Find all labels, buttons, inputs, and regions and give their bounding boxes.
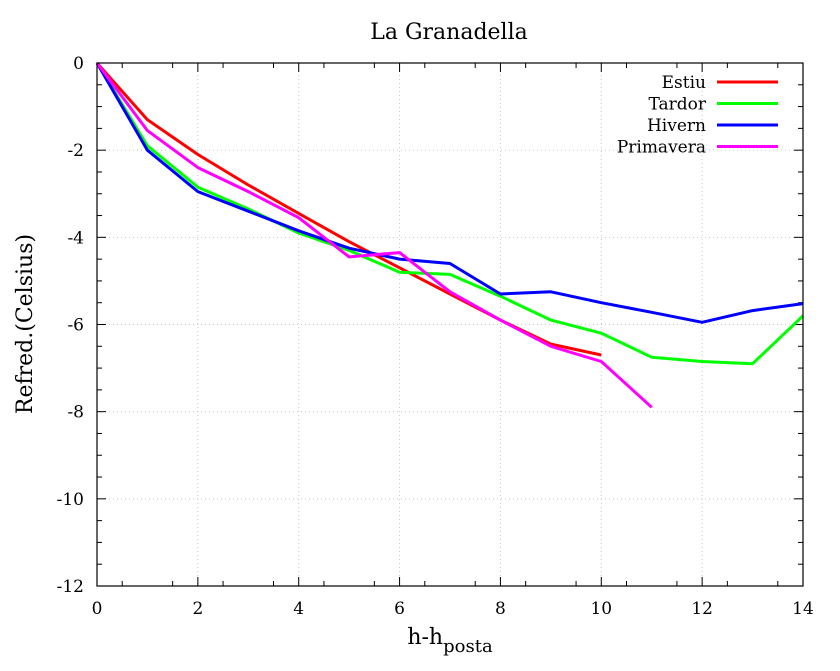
legend-label-primavera: Primavera: [617, 138, 706, 158]
series-lines: [95, 62, 805, 409]
plot-frame: [96, 62, 804, 587]
x-tick-label: 4: [293, 599, 304, 619]
x-tick-label: 14: [792, 599, 814, 619]
x-tick-label: 2: [192, 599, 203, 619]
series-line-hivern: [95, 62, 804, 324]
series-line-tardor: [95, 62, 805, 366]
legend-label-tardor: Tardor: [648, 95, 706, 115]
x-tick-label: 6: [394, 599, 405, 619]
x-axis-label: h-hposta: [407, 625, 493, 657]
y-tick-label: -6: [67, 316, 84, 336]
series-line-estiu: [95, 62, 602, 357]
x-tick-label: 12: [691, 599, 713, 619]
chart-title: La Granadella: [370, 20, 528, 45]
x-tick-label: 10: [590, 599, 612, 619]
y-tick-labels: 0 -2 -4 -6 -8 -10 -12: [57, 54, 84, 597]
y-tick-label: -10: [57, 490, 84, 510]
y-tick-label: -4: [67, 228, 84, 248]
x-axis-label-subscript: posta: [443, 636, 493, 657]
y-tick-label: 0: [73, 54, 84, 74]
x-tick-label: 8: [495, 599, 506, 619]
legend-label-hivern: Hivern: [647, 116, 706, 136]
grid: [97, 63, 803, 586]
y-tick-label: -2: [67, 141, 84, 161]
y-tick-label: -8: [67, 403, 84, 423]
x-axis-label-main: h-h: [407, 625, 443, 650]
series-line-primavera: [95, 62, 653, 409]
x-tick-label: 0: [92, 599, 103, 619]
x-tick-labels: 0 2 4 6 8 10 12 14: [92, 599, 814, 619]
legend-label-estiu: Estiu: [662, 73, 706, 93]
y-tick-label: -12: [57, 577, 84, 597]
y-axis-label: Refred.(Celsius): [13, 234, 38, 414]
